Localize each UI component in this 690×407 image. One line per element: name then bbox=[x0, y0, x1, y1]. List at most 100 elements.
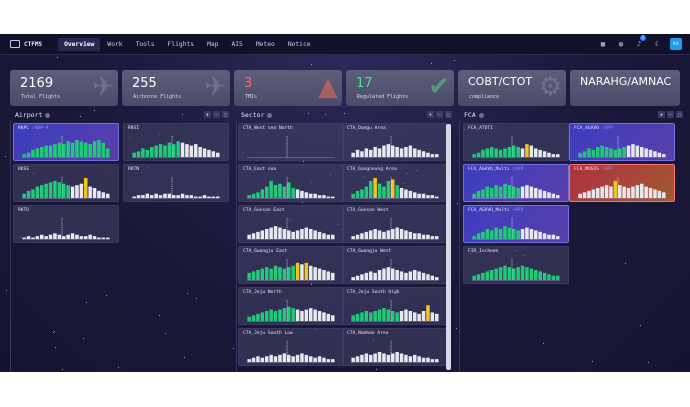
chart-tile[interactable]: CTA_Jeju North bbox=[238, 287, 344, 325]
bar bbox=[278, 183, 282, 198]
bar bbox=[430, 236, 435, 239]
bar bbox=[618, 185, 622, 198]
bar bbox=[66, 141, 70, 157]
bar bbox=[309, 308, 313, 321]
bar bbox=[547, 234, 551, 239]
stat-card[interactable]: ⚙ COBT/CTOT compliance bbox=[458, 70, 566, 106]
nav-item-overview[interactable]: Overview bbox=[58, 37, 101, 51]
bar bbox=[355, 356, 360, 362]
chart-tile[interactable]: CTA_Namhae Area bbox=[342, 328, 448, 366]
stat-card[interactable]: ✔ 17 Regulated Flights bbox=[346, 70, 454, 106]
nav-item-notice[interactable]: Notice bbox=[287, 40, 311, 48]
scrollbar[interactable] bbox=[446, 124, 451, 370]
nav-item-tools[interactable]: Tools bbox=[135, 40, 155, 48]
chart-tile[interactable]: CTA_Gwangju East bbox=[238, 246, 344, 284]
nav-item-ais[interactable]: AIS bbox=[231, 40, 243, 48]
stat-card[interactable]: NARAHG/AMNAC bbox=[570, 70, 680, 106]
star bbox=[456, 202, 458, 204]
bar bbox=[404, 354, 408, 362]
expand-icon[interactable]: □ bbox=[676, 111, 683, 118]
tile-subtitle: /APP bbox=[598, 126, 613, 131]
chart-tile[interactable]: RKTN bbox=[123, 164, 229, 202]
bar bbox=[591, 149, 596, 157]
nav-item-meteo[interactable]: Meteo bbox=[255, 40, 275, 48]
bar bbox=[582, 151, 587, 157]
chart-tile[interactable]: RKSS bbox=[13, 164, 119, 202]
chart-tile[interactable]: CTA_Daegu Area bbox=[342, 123, 448, 161]
bar bbox=[556, 154, 560, 157]
tile-name: CTA_Gwangju East bbox=[243, 249, 288, 254]
section-tools: ▼ – □ bbox=[656, 111, 683, 118]
app-frame: CTFMS Overview Work Tools Flights Map AIS Mete… bbox=[0, 34, 690, 372]
tile-name: CTA_Gunsan East bbox=[243, 208, 285, 213]
stat-card[interactable]: ✈ 255 Airborne Flights bbox=[122, 70, 230, 106]
chart-tile[interactable]: FIR_Incheon bbox=[463, 246, 569, 284]
chart-tile[interactable]: FCA_AGAVO_Multi /APP bbox=[463, 164, 569, 202]
bar bbox=[251, 233, 256, 239]
chart-tile[interactable]: RKTU bbox=[13, 205, 119, 243]
section-header: Airport ▼ – □ bbox=[10, 110, 231, 120]
chart-tile[interactable]: CTA_Gwangju West bbox=[342, 246, 448, 284]
bar bbox=[547, 152, 551, 157]
bar bbox=[309, 193, 313, 198]
layout-icon[interactable]: ▦ bbox=[600, 40, 606, 48]
moon-icon[interactable]: ☾ bbox=[654, 40, 660, 48]
chart-tile[interactable]: RKSI bbox=[123, 123, 229, 161]
chart-tile[interactable]: CTA_Gunsan West bbox=[342, 205, 448, 243]
chart-tile[interactable]: CTA_West sea North bbox=[238, 123, 344, 161]
bar-chart bbox=[132, 136, 220, 158]
expand-icon[interactable]: □ bbox=[222, 111, 229, 118]
bar bbox=[421, 311, 426, 321]
chart-tile[interactable]: FCA_MUGUS /APP bbox=[569, 164, 675, 202]
chart-tile[interactable]: FCA_AGAVO_Multi /APP bbox=[463, 205, 569, 243]
tile-name: FCA_ATOTI bbox=[468, 126, 493, 131]
chart-tile[interactable]: FCA_ATOTI bbox=[463, 123, 569, 161]
chart-tile[interactable]: CTA_Jeju South Low bbox=[238, 328, 344, 366]
minimize-icon[interactable]: – bbox=[213, 111, 220, 118]
bar bbox=[377, 230, 382, 239]
chart-tile[interactable]: CTA_Gunsan East bbox=[238, 205, 344, 243]
globe-icon[interactable]: ◍ bbox=[618, 40, 624, 48]
bar bbox=[494, 268, 498, 280]
logo[interactable]: CTFMS bbox=[10, 40, 42, 48]
info-icon[interactable] bbox=[478, 112, 484, 118]
bar bbox=[260, 230, 265, 239]
bar bbox=[265, 229, 269, 239]
info-icon[interactable] bbox=[267, 112, 273, 118]
section-body bbox=[459, 120, 685, 372]
chart-tile[interactable]: CTA_Gangneung Area bbox=[342, 164, 448, 202]
filter-icon[interactable]: ▼ bbox=[204, 111, 211, 118]
bar bbox=[490, 270, 494, 280]
filter-icon[interactable]: ▼ bbox=[658, 111, 665, 118]
nav-item-work[interactable]: Work bbox=[107, 40, 123, 48]
bar bbox=[485, 271, 490, 280]
chart-tile[interactable]: CTA_Jeju South High bbox=[342, 287, 448, 325]
bar bbox=[256, 313, 260, 321]
stat-card[interactable]: ✈ 2169 Total Flights bbox=[10, 70, 118, 106]
expand-icon[interactable]: □ bbox=[445, 111, 452, 118]
nav-item-flights[interactable]: Flights bbox=[167, 40, 195, 48]
nav-item-map[interactable]: Map bbox=[207, 40, 219, 48]
bar bbox=[265, 356, 269, 362]
minimize-icon[interactable]: – bbox=[436, 111, 443, 118]
chart-tile[interactable]: FCA_AGAVO /APP bbox=[569, 123, 675, 161]
stat-card[interactable]: ▲ 3 TMIs bbox=[234, 70, 342, 106]
bar bbox=[640, 183, 644, 198]
bar bbox=[360, 233, 364, 239]
bar bbox=[154, 193, 158, 198]
bar bbox=[382, 353, 386, 362]
chart-tile[interactable]: RKPC /ADP-A bbox=[13, 123, 119, 161]
bar bbox=[360, 151, 364, 157]
filter-icon[interactable]: ▼ bbox=[427, 111, 434, 118]
avatar[interactable]: KA bbox=[670, 38, 682, 50]
bar bbox=[355, 149, 360, 157]
bar bbox=[512, 229, 516, 239]
minimize-icon[interactable]: – bbox=[667, 111, 674, 118]
airplane-icon: ✈ bbox=[204, 72, 226, 102]
bar-chart bbox=[351, 218, 439, 240]
tile-title: RKSI bbox=[128, 126, 139, 131]
bell-icon[interactable]: ♪ 1 bbox=[636, 35, 646, 48]
info-icon[interactable] bbox=[45, 112, 51, 118]
chart-tile[interactable]: CTA_East sea bbox=[238, 164, 344, 202]
bar bbox=[172, 144, 176, 157]
